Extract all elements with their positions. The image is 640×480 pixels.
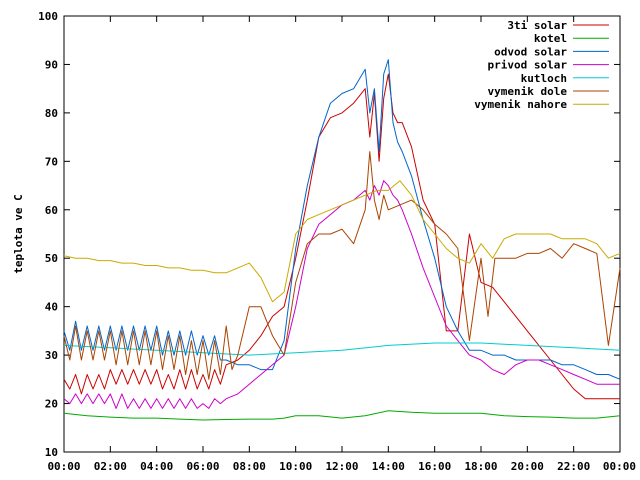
legend-label: odvod solar (494, 45, 567, 58)
y-tick-label: 20 (45, 398, 58, 411)
legend-label: kutloch (521, 72, 567, 85)
x-tick-label: 14:00 (372, 460, 405, 473)
series-line-privod-solar (63, 180, 620, 409)
y-tick-label: 40 (45, 301, 58, 314)
y-tick-label: 100 (38, 10, 58, 23)
y-tick-label: 90 (45, 58, 58, 71)
axis-ticks (63, 15, 621, 453)
legend-label: vymenik nahore (474, 98, 567, 111)
series-line-odvod-solar (63, 59, 621, 380)
x-tick-label: 10:00 (279, 460, 312, 473)
x-tick-label: 02:00 (94, 460, 127, 473)
series-line-vymenik-dole (63, 151, 621, 380)
series-lines (63, 59, 621, 421)
y-tick-label: 70 (45, 155, 58, 168)
legend-label: kotel (534, 32, 567, 45)
y-tick-label: 30 (45, 349, 58, 362)
y-tick-label: 50 (45, 252, 58, 265)
x-tick-label: 06:00 (186, 460, 219, 473)
y-tick-label: 60 (45, 204, 58, 217)
series-line-3ti-solar (63, 73, 620, 400)
x-tick-labels: 00:00 02:00 04:00 06:00 08:00 10:00 12:00 14:00… (47, 460, 636, 473)
legend-label: vymenik dole (488, 85, 568, 98)
x-tick-label: 18:00 (464, 460, 497, 473)
series-line-kutloch (63, 342, 621, 356)
series-line-vymenik-nahore (63, 180, 621, 303)
x-tick-label: 08:00 (233, 460, 266, 473)
y-axis-label: teplota ve C (12, 194, 25, 273)
y-tick-label: 80 (45, 107, 58, 120)
legend-label: privod solar (488, 59, 568, 72)
x-tick-label: 00:00 (47, 460, 80, 473)
x-tick-label: 16:00 (418, 460, 451, 473)
x-tick-label: 12:00 (325, 460, 358, 473)
y-tick-labels: 10 20 30 40 50 60 70 80 90 100 (38, 10, 58, 459)
x-tick-label: 22:00 (557, 460, 590, 473)
legend-label: 3ti solar (507, 19, 567, 32)
x-tick-label: 20:00 (511, 460, 544, 473)
x-tick-label: 04:00 (140, 460, 173, 473)
x-tick-label: 00:00 (603, 460, 636, 473)
y-tick-label: 10 (45, 446, 58, 459)
series-line-kotel (63, 410, 621, 421)
